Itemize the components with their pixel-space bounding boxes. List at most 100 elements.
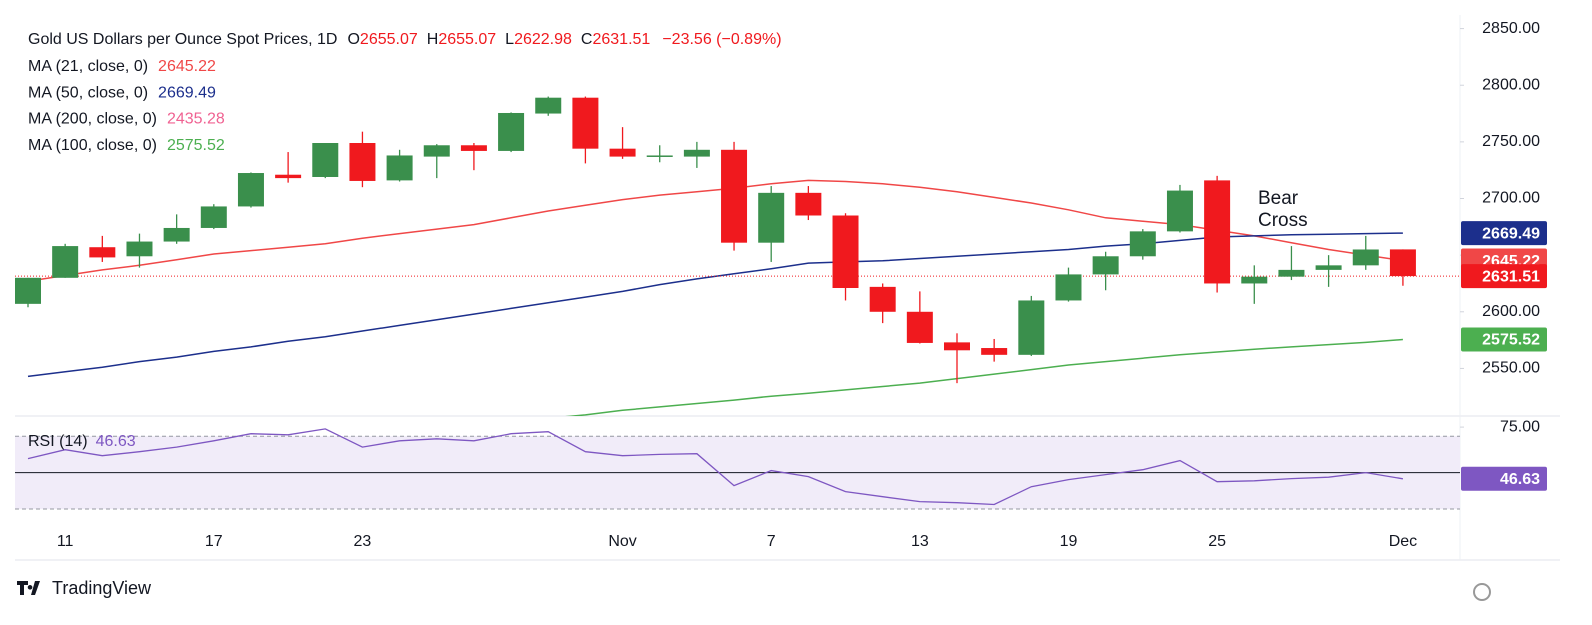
x-tick-label: 25 bbox=[1208, 533, 1226, 550]
price-badge-label: 2631.51 bbox=[1482, 268, 1540, 285]
ma-legend-value: 2435.28 bbox=[167, 111, 225, 128]
candle-body bbox=[1166, 190, 1193, 232]
candle-body bbox=[312, 143, 339, 177]
rsi-line bbox=[27, 428, 1404, 506]
candle-body bbox=[869, 286, 896, 312]
candle-body bbox=[721, 149, 748, 243]
ma-legend: MA (100, close, 0) 2575.52 bbox=[28, 137, 225, 154]
open-prefix: O bbox=[347, 31, 359, 48]
ma-legend: MA (21, close, 0) 2645.22 bbox=[28, 58, 216, 75]
ma-legend-name: MA (21, close, 0) bbox=[28, 58, 148, 75]
rsi-badge bbox=[1461, 466, 1547, 491]
candle-body bbox=[944, 342, 970, 351]
candle-body bbox=[981, 348, 1008, 355]
logo-text: TradingView bbox=[52, 578, 152, 598]
candle-body bbox=[460, 145, 487, 151]
candle-body bbox=[386, 155, 413, 181]
tradingview-logo: TradingView bbox=[17, 578, 152, 598]
y-tick-label: 75.00 bbox=[1500, 418, 1540, 435]
candle-body bbox=[498, 112, 525, 151]
watermark-logo bbox=[1473, 583, 1491, 601]
ma-legend-value: 2669.49 bbox=[158, 85, 216, 102]
candle-body bbox=[646, 155, 673, 157]
close-prefix: C bbox=[581, 31, 593, 48]
price-badge bbox=[1461, 264, 1547, 289]
candle-body bbox=[609, 148, 636, 157]
rsi-legend: RSI (14) 46.63 bbox=[28, 433, 136, 450]
ohlc-legend: Gold US Dollars per Ounce Spot Prices, 1… bbox=[28, 31, 782, 48]
ma-badge-label: 2575.52 bbox=[1482, 332, 1540, 349]
candle-body bbox=[1092, 256, 1119, 275]
moving-average-line bbox=[565, 338, 1403, 416]
candle-body bbox=[572, 97, 599, 149]
change-value: −23.56 (−0.89%) bbox=[662, 31, 781, 48]
watermark-icon bbox=[1473, 583, 1491, 601]
x-tick-label: 19 bbox=[1060, 533, 1078, 550]
candle-body bbox=[1352, 249, 1379, 266]
x-tick-label: 17 bbox=[205, 533, 223, 550]
ma-legend-name: MA (50, close, 0) bbox=[28, 85, 148, 102]
annotation: Bear bbox=[1258, 188, 1299, 209]
ma-legend-name: MA (200, close, 0) bbox=[28, 111, 157, 128]
moving-average-line bbox=[27, 232, 1403, 378]
candle-body bbox=[1204, 180, 1231, 284]
symbol-title: Gold US Dollars per Ounce Spot Prices, 1… bbox=[28, 31, 337, 48]
ma-legend: MA (200, close, 0) 2435.28 bbox=[28, 111, 225, 128]
rsi-pane bbox=[15, 428, 1460, 510]
price-pane bbox=[15, 96, 1460, 416]
y-tick-label: 2700.00 bbox=[1482, 190, 1540, 207]
candle-body bbox=[1389, 249, 1416, 277]
rsi-badge-label: 46.63 bbox=[1500, 471, 1540, 488]
ma-badge bbox=[1461, 221, 1547, 246]
candle-body bbox=[237, 173, 264, 207]
candle-body bbox=[349, 143, 376, 181]
x-tick-label: Nov bbox=[608, 533, 636, 550]
x-tick-label: 7 bbox=[767, 533, 776, 550]
ma-badge-label: 2669.49 bbox=[1482, 225, 1540, 242]
candle-body bbox=[89, 247, 116, 258]
high-prefix: H bbox=[427, 31, 439, 48]
ma-legend: MA (50, close, 0) 2669.49 bbox=[28, 85, 216, 102]
candle-body bbox=[1129, 231, 1156, 257]
x-tick-label: 23 bbox=[354, 533, 372, 550]
y-tick-label: 2800.00 bbox=[1482, 76, 1540, 93]
candle-body bbox=[758, 192, 785, 243]
candle-body bbox=[1055, 274, 1082, 301]
candle-body bbox=[535, 97, 562, 114]
high-value: 2655.07 bbox=[438, 31, 496, 48]
y-tick-label: 2600.00 bbox=[1482, 303, 1540, 320]
x-tick-label: Dec bbox=[1389, 533, 1417, 550]
candle-body bbox=[52, 246, 79, 278]
x-tick-label: 13 bbox=[911, 533, 929, 550]
candle-body bbox=[423, 145, 450, 157]
x-tick-label: 11 bbox=[57, 533, 74, 550]
y-tick-label: 2850.00 bbox=[1482, 20, 1540, 37]
y-tick-label: 2750.00 bbox=[1482, 133, 1540, 150]
low-prefix: L bbox=[505, 31, 514, 48]
ma-legend-name: MA (100, close, 0) bbox=[28, 137, 157, 154]
candle-body bbox=[200, 206, 227, 228]
ma-legend-value: 2575.52 bbox=[167, 137, 225, 154]
overlay: 2550.002600.002650.002700.002750.002800.… bbox=[28, 20, 1547, 550]
candle-body bbox=[275, 174, 302, 179]
logo-icon bbox=[17, 581, 40, 595]
close-value: 2631.51 bbox=[592, 31, 650, 48]
open-value: 2655.07 bbox=[360, 31, 418, 48]
ma-badge bbox=[1461, 327, 1547, 352]
y-tick-label: 2550.00 bbox=[1482, 360, 1540, 377]
annotation: Cross bbox=[1258, 210, 1308, 231]
candle-body bbox=[906, 311, 933, 343]
candle-body bbox=[163, 227, 190, 242]
candle-body bbox=[1278, 269, 1305, 277]
candle-body bbox=[1241, 276, 1268, 284]
low-value: 2622.98 bbox=[514, 31, 572, 48]
ma-legend-value: 2645.22 bbox=[158, 58, 216, 75]
candle-body bbox=[1315, 265, 1342, 270]
candle-body bbox=[795, 192, 822, 216]
candle-body bbox=[832, 215, 859, 288]
rsi-legend-name: RSI (14) bbox=[28, 433, 88, 450]
candle-body bbox=[126, 241, 153, 257]
candle-body bbox=[15, 277, 41, 304]
